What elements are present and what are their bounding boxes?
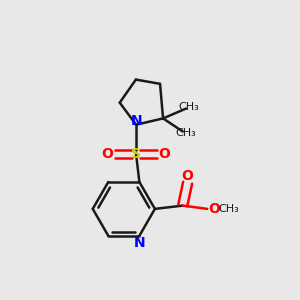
Text: O: O bbox=[208, 202, 220, 216]
Text: N: N bbox=[130, 114, 142, 128]
Text: CH₃: CH₃ bbox=[176, 128, 196, 138]
Text: O: O bbox=[159, 147, 170, 161]
Text: O: O bbox=[182, 169, 194, 182]
Text: N: N bbox=[134, 236, 145, 250]
Text: CH₃: CH₃ bbox=[218, 204, 239, 214]
Text: S: S bbox=[131, 147, 141, 161]
Text: O: O bbox=[102, 147, 114, 161]
Text: CH₃: CH₃ bbox=[179, 102, 200, 112]
